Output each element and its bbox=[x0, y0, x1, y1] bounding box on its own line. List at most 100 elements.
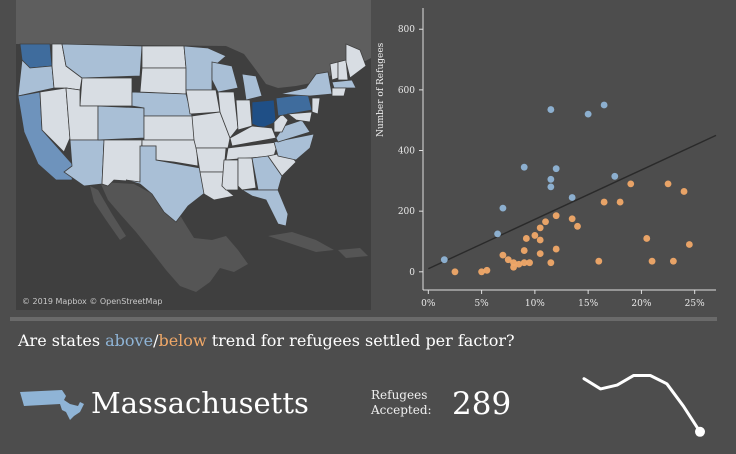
state-south-dakota[interactable] bbox=[139, 67, 187, 95]
state-maryland[interactable] bbox=[286, 111, 313, 123]
data-point-below[interactable] bbox=[648, 257, 656, 265]
data-point-below[interactable] bbox=[552, 245, 560, 253]
data-point-below[interactable] bbox=[520, 247, 528, 254]
below-label: below bbox=[158, 331, 207, 350]
data-point-below[interactable] bbox=[664, 180, 672, 188]
data-point-below[interactable] bbox=[526, 259, 533, 267]
state-kentucky[interactable] bbox=[229, 125, 277, 147]
data-point-above[interactable] bbox=[520, 163, 528, 171]
data-point-below[interactable] bbox=[510, 259, 517, 267]
selected-state-name: Massachusetts bbox=[91, 386, 309, 420]
y-tick-label: 0 bbox=[409, 268, 415, 278]
state-wyoming[interactable] bbox=[79, 77, 133, 107]
state-maine[interactable] bbox=[345, 43, 367, 79]
question-slash: / bbox=[153, 331, 159, 350]
data-point-below[interactable] bbox=[568, 215, 576, 223]
data-point-above[interactable] bbox=[584, 110, 592, 118]
trend-line bbox=[428, 134, 717, 270]
data-point-below[interactable] bbox=[595, 257, 603, 265]
state-connecticut[interactable] bbox=[331, 87, 347, 97]
state-michigan[interactable] bbox=[241, 73, 263, 101]
state-georgia[interactable] bbox=[251, 155, 283, 191]
massachusetts-shape-icon bbox=[20, 390, 84, 420]
state-ohio[interactable] bbox=[251, 99, 277, 129]
data-point-above[interactable] bbox=[552, 165, 560, 173]
refugees-label: Refugees Accepted: bbox=[371, 388, 432, 418]
us-choropleth-map[interactable]: © 2019 Mapbox © OpenStreetMap bbox=[16, 0, 371, 310]
state-colorado[interactable] bbox=[97, 105, 145, 141]
data-point-below[interactable] bbox=[531, 232, 539, 239]
state-north-dakota[interactable] bbox=[141, 45, 187, 69]
state-indiana[interactable] bbox=[235, 99, 253, 131]
data-point-above[interactable] bbox=[568, 194, 576, 201]
data-point-below[interactable] bbox=[552, 212, 560, 220]
us-states[interactable] bbox=[17, 43, 367, 227]
x-tick-label: 0% bbox=[421, 299, 436, 309]
data-point-below[interactable] bbox=[536, 250, 544, 258]
data-point-below[interactable] bbox=[478, 268, 485, 276]
data-point-above[interactable] bbox=[499, 204, 507, 212]
data-point-below[interactable] bbox=[522, 235, 530, 242]
data-point-above[interactable] bbox=[494, 230, 501, 238]
refugees-trend-sparkline bbox=[582, 373, 705, 437]
state-massachusetts[interactable] bbox=[331, 79, 357, 89]
state-mississippi[interactable] bbox=[221, 159, 239, 191]
state-montana[interactable] bbox=[61, 43, 143, 79]
y-tick-label: 600 bbox=[398, 86, 415, 96]
map-attribution[interactable]: © 2019 Mapbox © OpenStreetMap bbox=[22, 297, 163, 306]
baja-land bbox=[90, 186, 126, 240]
state-illinois[interactable] bbox=[217, 91, 239, 139]
above-label: above bbox=[105, 331, 154, 350]
data-point-below[interactable] bbox=[616, 198, 624, 206]
question-prefix: Are states bbox=[18, 331, 106, 350]
data-point-above[interactable] bbox=[547, 106, 555, 113]
map-svg bbox=[16, 0, 371, 292]
data-point-below[interactable] bbox=[451, 268, 459, 276]
y-tick-label: 400 bbox=[398, 147, 415, 157]
state-arkansas[interactable] bbox=[195, 147, 227, 173]
data-point-below[interactable] bbox=[536, 224, 544, 232]
sparkline-path bbox=[582, 373, 702, 434]
sparkline-end-point bbox=[695, 426, 705, 437]
data-point-below[interactable] bbox=[643, 235, 651, 242]
state-iowa[interactable] bbox=[185, 89, 221, 115]
data-point-above[interactable] bbox=[611, 172, 619, 180]
state-wisconsin[interactable] bbox=[211, 61, 239, 93]
state-florida[interactable] bbox=[240, 189, 289, 227]
state-nevada[interactable] bbox=[39, 87, 71, 153]
data-point-above[interactable] bbox=[547, 175, 555, 183]
data-point-below[interactable] bbox=[520, 259, 528, 267]
x-tick-label: 15% bbox=[578, 299, 598, 309]
data-point-below[interactable] bbox=[627, 180, 635, 188]
data-point-below[interactable] bbox=[499, 251, 507, 259]
state-new-mexico[interactable] bbox=[101, 139, 143, 187]
data-point-above[interactable] bbox=[600, 101, 608, 109]
data-point-below[interactable] bbox=[536, 236, 544, 244]
state-vermont[interactable] bbox=[329, 61, 339, 81]
state-new-jersey[interactable] bbox=[311, 97, 321, 115]
data-point-below[interactable] bbox=[504, 256, 512, 264]
data-point-above[interactable] bbox=[547, 183, 555, 191]
x-tick-label: 10% bbox=[525, 299, 545, 309]
y-tick-label: 200 bbox=[398, 207, 415, 217]
state-texas[interactable] bbox=[125, 145, 207, 223]
data-point-below[interactable] bbox=[574, 222, 581, 230]
data-point-above[interactable] bbox=[440, 256, 448, 264]
hispaniola-land bbox=[338, 248, 368, 258]
question-heading: Are states above/below trend for refugee… bbox=[18, 331, 515, 350]
state-kansas[interactable] bbox=[143, 115, 195, 141]
data-point-below[interactable] bbox=[669, 257, 677, 265]
data-point-below[interactable] bbox=[600, 198, 608, 206]
data-point-below[interactable] bbox=[685, 241, 693, 248]
y-tick-label: 800 bbox=[398, 25, 415, 35]
data-point-below[interactable] bbox=[542, 218, 549, 226]
state-new-york[interactable] bbox=[279, 71, 333, 97]
question-suffix: trend for refugees settled per factor? bbox=[206, 331, 515, 350]
data-point-below[interactable] bbox=[515, 260, 523, 268]
scatter-svg: 0 200 400 600 800 0% 5% 10% 15% 20% 25% Number of R… bbox=[376, 8, 717, 309]
data-point-below[interactable] bbox=[680, 188, 688, 195]
data-point-below[interactable] bbox=[483, 266, 491, 274]
state-alabama[interactable] bbox=[237, 157, 257, 191]
data-point-below[interactable] bbox=[547, 259, 555, 267]
scatter-chart[interactable]: 0 200 400 600 800 0% 5% 10% 15% 20% 25% Number of R… bbox=[371, 0, 736, 318]
